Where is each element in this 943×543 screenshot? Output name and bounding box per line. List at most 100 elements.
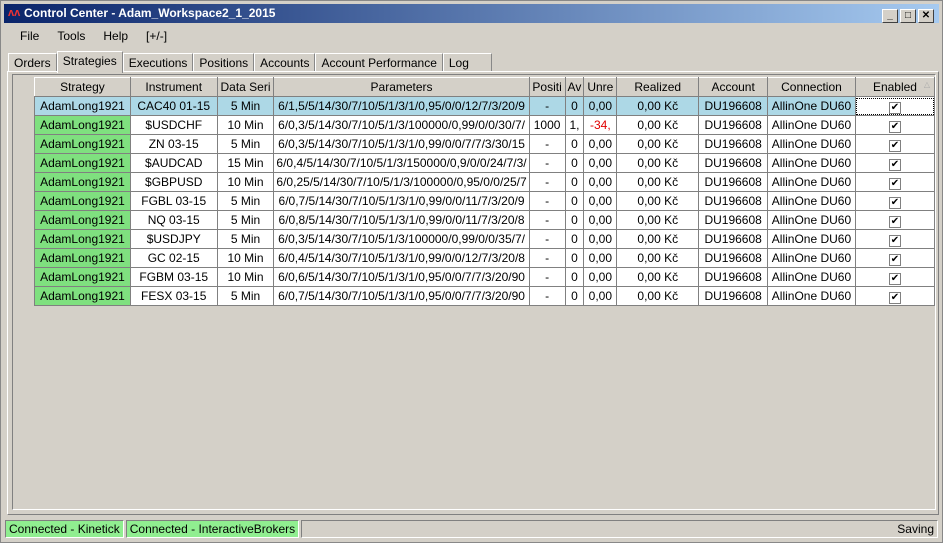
table-row[interactable]: AdamLong1921 $USDCHF 10 Min 6/0,3/5/14/30/7… [15, 115, 936, 135]
tab-orders[interactable]: Orders [8, 53, 57, 71]
enabled-checkbox[interactable]: ✔ [888, 158, 901, 171]
table-row[interactable]: AdamLong1921 NQ 03-15 5 Min 6/0,8/5/14/30/7… [15, 210, 936, 230]
column-header-account[interactable]: Account [698, 77, 769, 97]
cell-enabled[interactable]: ✔ [854, 134, 936, 154]
table-row[interactable]: AdamLong1921 $AUDCAD 15 Min 6/0,4/5/14/30/7… [15, 153, 936, 173]
table-row[interactable]: AdamLong1921 ZN 03-15 5 Min 6/0,3/5/14/30/7… [15, 134, 936, 154]
row-header[interactable] [15, 153, 36, 173]
cell-strategy: AdamLong1921 [34, 191, 131, 211]
enabled-checkbox[interactable]: ✔ [888, 234, 901, 247]
cell-unrealized: 0,00 [583, 210, 618, 230]
cell-avg-price: 0 [564, 153, 585, 173]
cell-position: - [528, 248, 566, 268]
tab-log[interactable]: Log [442, 53, 492, 71]
column-header-unrealized[interactable]: Unre [583, 77, 618, 97]
enabled-checkbox[interactable]: ✔ [888, 291, 901, 304]
enabled-checkbox[interactable]: ✔ [888, 139, 901, 152]
table-row[interactable]: AdamLong1921 FGBL 03-15 5 Min 6/0,7/5/14/30… [15, 191, 936, 211]
cell-enabled[interactable]: ✔ [854, 96, 936, 116]
enabled-checkbox[interactable]: ✔ [888, 215, 901, 228]
tab-strategies[interactable]: Strategies [56, 51, 123, 73]
cell-account: DU196608 [698, 248, 769, 268]
column-header-connection[interactable]: Connection [767, 77, 856, 97]
tab-accounts[interactable]: Accounts [254, 53, 316, 71]
menu-file[interactable]: File [20, 29, 40, 43]
enabled-checkbox[interactable]: ✔ [888, 177, 901, 190]
tab-executions[interactable]: Executions [122, 53, 194, 71]
cell-enabled[interactable]: ✔ [854, 286, 936, 306]
strategies-grid: Strategy Instrument Data Seri Parameters Pos… [12, 74, 936, 510]
column-header-position[interactable]: Positi [528, 77, 566, 97]
table-row[interactable]: AdamLong1921 GC 02-15 10 Min 6/0,4/5/14/30/… [15, 248, 936, 268]
cell-connection: AllinOne DU60 [767, 134, 856, 154]
cell-enabled[interactable]: ✔ [854, 210, 936, 230]
table-row[interactable]: AdamLong1921 $GBPUSD 10 Min 6/0,25/5/14/30/… [15, 172, 936, 192]
row-header[interactable] [15, 134, 36, 154]
cell-parameters: 6/0,6/5/14/30/7/10/5/1/3/1/0,95/0/0/7/7/… [273, 267, 530, 287]
cell-connection: AllinOne DU60 [767, 286, 856, 306]
column-header-avg-price[interactable]: Av [564, 77, 585, 97]
menu-tools[interactable]: Tools [57, 29, 86, 43]
cell-account: DU196608 [698, 210, 769, 230]
saving-status: Saving [301, 520, 938, 538]
enabled-checkbox[interactable]: ✔ [888, 272, 901, 285]
close-button[interactable]: ✕ [918, 9, 934, 23]
cell-enabled[interactable]: ✔ [854, 191, 936, 211]
tab-positions[interactable]: Positions [193, 53, 255, 71]
row-header[interactable] [15, 286, 36, 306]
table-row[interactable]: AdamLong1921 FGBM 03-15 10 Min 6/0,6/5/14/3… [15, 267, 936, 287]
row-header[interactable] [15, 248, 36, 268]
cell-enabled[interactable]: ✔ [854, 248, 936, 268]
cell-data-series: 10 Min [216, 267, 275, 287]
row-header[interactable] [15, 191, 36, 211]
menu-expand-collapse[interactable]: [+/-] [146, 29, 168, 43]
minimize-button[interactable]: _ [882, 9, 898, 23]
cell-data-series: 5 Min [216, 210, 275, 230]
column-header-realized[interactable]: Realized [616, 77, 700, 97]
enabled-checkbox[interactable]: ✔ [888, 253, 901, 266]
cell-enabled[interactable]: ✔ [854, 153, 936, 173]
cell-instrument: FGBL 03-15 [129, 191, 218, 211]
cell-strategy: AdamLong1921 [34, 286, 131, 306]
window-title: Control Center - Adam_Workspace2_1_2015 [24, 6, 276, 20]
table-row[interactable]: AdamLong1921 $USDJPY 5 Min 6/0,3/5/14/30/7/… [15, 229, 936, 249]
table-row[interactable]: AdamLong1921 CAC40 01-15 5 Min 6/1,5/5/14/3… [15, 96, 936, 116]
status-bar: Connected - Kinetick Connected - Interac… [5, 520, 940, 538]
column-header-parameters[interactable]: Parameters [273, 77, 530, 97]
cell-strategy: AdamLong1921 [34, 134, 131, 154]
cell-enabled[interactable]: ✔ [854, 267, 936, 287]
row-header[interactable] [15, 210, 36, 230]
enabled-checkbox[interactable]: ✔ [888, 101, 901, 114]
maximize-button[interactable]: □ [900, 9, 916, 23]
column-header-strategy[interactable]: Strategy [34, 77, 131, 97]
enabled-checkbox[interactable]: ✔ [888, 196, 901, 209]
cell-enabled[interactable]: ✔ [854, 229, 936, 249]
cell-enabled[interactable]: ✔ [854, 115, 936, 135]
row-header[interactable] [15, 96, 36, 116]
enabled-checkbox[interactable]: ✔ [888, 120, 901, 133]
row-header[interactable] [15, 267, 36, 287]
cell-data-series: 5 Min [216, 96, 275, 116]
cell-strategy: AdamLong1921 [34, 267, 131, 287]
row-header[interactable] [15, 229, 36, 249]
cell-parameters: 6/0,3/5/14/30/7/10/5/1/3/100000/0,99/0/0… [273, 229, 530, 249]
cell-realized: 0,00 Kč [616, 153, 700, 173]
column-header-label: Instrument [145, 80, 203, 94]
row-header[interactable] [15, 172, 36, 192]
row-header[interactable] [15, 115, 36, 135]
column-header-instrument[interactable]: Instrument [129, 77, 218, 97]
cell-instrument: CAC40 01-15 [129, 96, 218, 116]
cell-enabled[interactable]: ✔ [854, 172, 936, 192]
menu-help[interactable]: Help [103, 29, 129, 43]
cell-avg-price: 0 [564, 267, 585, 287]
column-header-data-series[interactable]: Data Seri [216, 77, 275, 97]
cell-unrealized: 0,00 [583, 134, 618, 154]
column-header-enabled[interactable]: Enabled △ [854, 77, 936, 97]
tab-account-performance[interactable]: Account Performance [315, 53, 443, 71]
column-header-label: Positi [532, 80, 562, 94]
cell-connection: AllinOne DU60 [767, 172, 856, 192]
table-row[interactable]: AdamLong1921 FESX 03-15 5 Min 6/0,7/5/14/30… [15, 286, 936, 306]
cell-unrealized: 0,00 [583, 191, 618, 211]
cell-account: DU196608 [698, 134, 769, 154]
cell-connection: AllinOne DU60 [767, 248, 856, 268]
